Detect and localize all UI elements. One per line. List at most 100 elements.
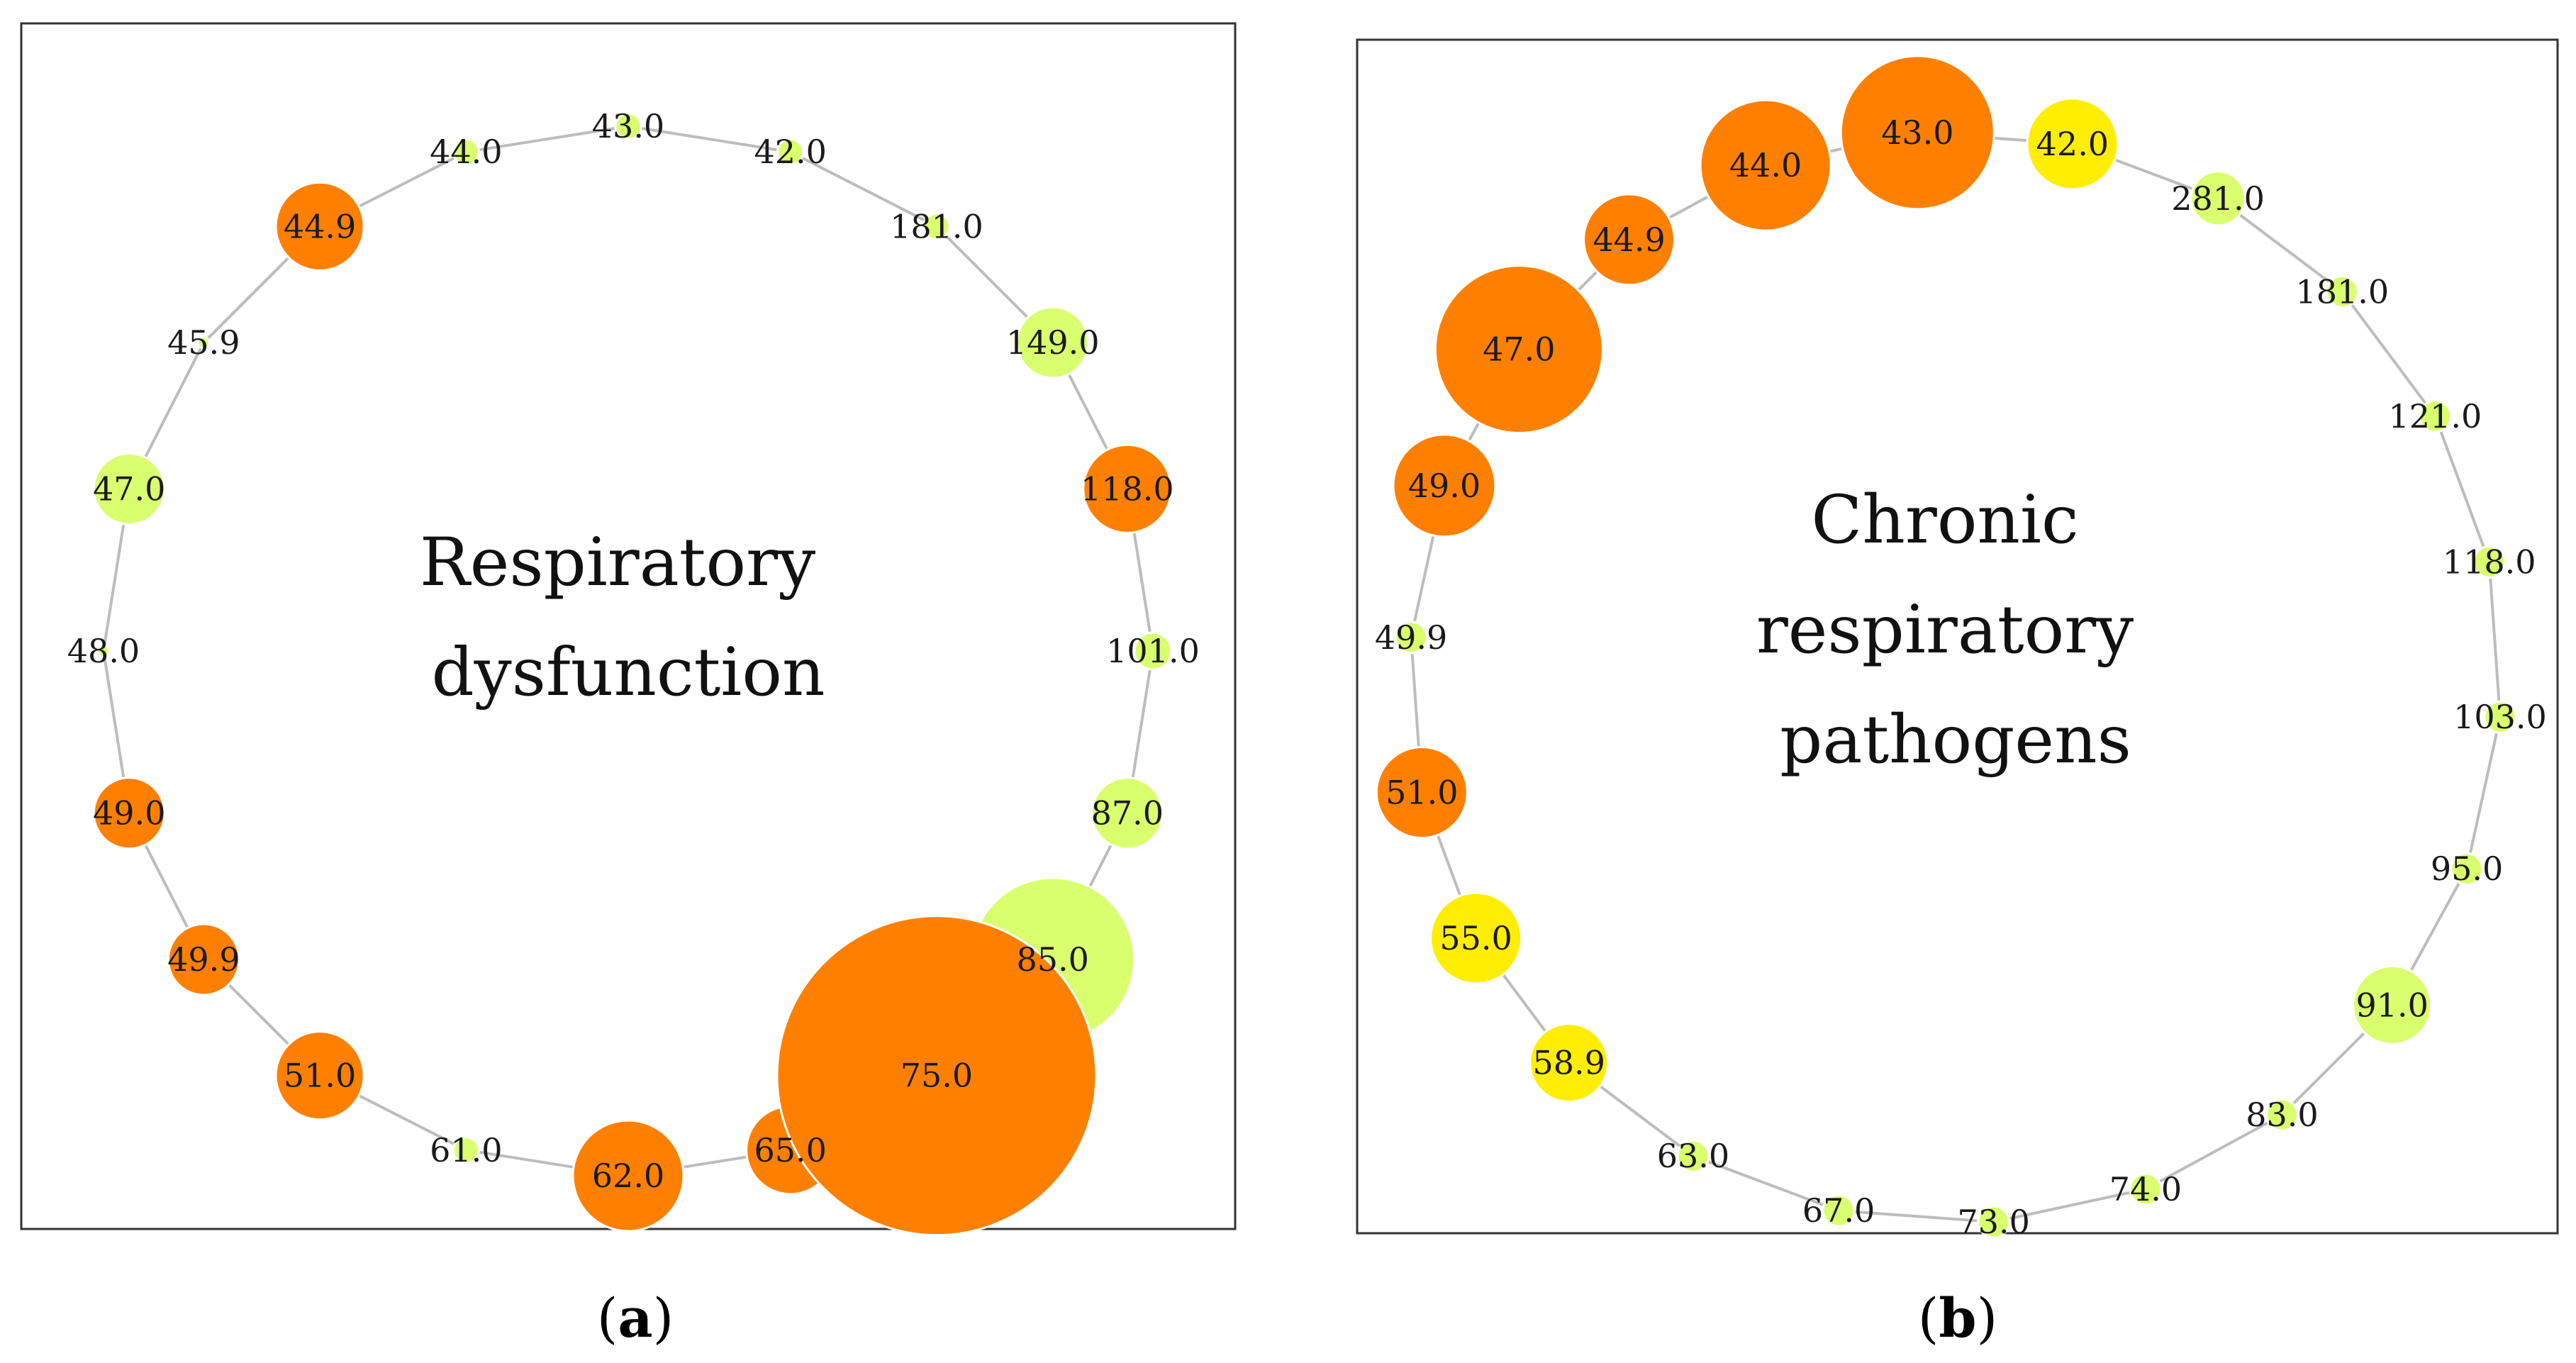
edge xyxy=(2144,1113,2283,1191)
node-label: 67.0 xyxy=(1802,1191,1875,1230)
node-label: 48.0 xyxy=(67,632,140,670)
node-label: 45.9 xyxy=(167,323,240,362)
edge xyxy=(2487,562,2502,718)
node-a-49-0 xyxy=(92,777,166,850)
node-b-44-0 xyxy=(1699,99,1832,232)
node-b-74-0 xyxy=(2129,1172,2163,1206)
node-label: 149.0 xyxy=(1006,323,1100,362)
node-a-62-0 xyxy=(571,1119,685,1233)
node-b-58-9 xyxy=(1529,1023,1610,1103)
node-b-103-0 xyxy=(2483,700,2517,734)
edge xyxy=(2341,291,2437,418)
node-b-42-0 xyxy=(2026,97,2119,191)
node-b-118-0 xyxy=(2472,545,2507,579)
edge xyxy=(2433,416,2491,563)
node-b-83-0 xyxy=(2265,1098,2299,1132)
node-b-63-0 xyxy=(1676,1139,1710,1173)
node-label: 49.0 xyxy=(93,794,165,833)
node-label: 51.0 xyxy=(1385,773,1458,811)
node-label: 51.0 xyxy=(284,1057,356,1095)
node-label: 58.9 xyxy=(1532,1044,1605,1082)
node-label: 49.9 xyxy=(1375,618,1447,657)
panel-a-title-line-1: Respiratory xyxy=(420,524,815,601)
node-label: 65.0 xyxy=(754,1131,826,1169)
node-b-49-9 xyxy=(1394,621,1428,655)
node-label: 95.0 xyxy=(2431,850,2503,888)
node-label: 121.0 xyxy=(2389,397,2482,435)
panel-b: 43.0 42.0 281.0 181.0 121.0 118.0 103.0 95.0 91.… xyxy=(1356,38,2559,1350)
node-label: 83.0 xyxy=(2246,1096,2318,1134)
node-label: 85.0 xyxy=(1016,940,1088,979)
node-label: 118.0 xyxy=(2443,543,2536,582)
panel-b-title-line-2: respiratory xyxy=(1756,591,2134,669)
panel-a-nodes: 43.0 42.0 181.0 149.0 118.0 101.0 87.0 85.0 75.0… xyxy=(67,107,1200,1237)
node-a-75-0 xyxy=(776,915,1098,1237)
panel-b-caption: (b) xyxy=(1918,1286,1997,1350)
node-a-49-9 xyxy=(167,923,240,996)
node-label: 75.0 xyxy=(901,1057,973,1095)
node-a-87-0 xyxy=(1091,777,1164,850)
panel-a-title-line-2: dysfunction xyxy=(431,634,825,711)
node-b-43-0 xyxy=(1839,55,1995,211)
node-b-49-0 xyxy=(1392,433,1497,538)
node-label: 281.0 xyxy=(2171,179,2265,218)
node-a-43-0 xyxy=(614,112,642,140)
node-b-73-0 xyxy=(1977,1205,2011,1239)
edge xyxy=(466,125,629,154)
panel-b-title-line-3: pathogens xyxy=(1780,701,2131,779)
node-b-44-9 xyxy=(1583,193,1676,286)
edge xyxy=(2465,716,2502,869)
node-label: 49.9 xyxy=(167,940,240,979)
node-b-47-0 xyxy=(1434,265,1604,435)
node-label: 63.0 xyxy=(1657,1137,1729,1175)
node-label: 55.0 xyxy=(1439,919,1512,957)
node-label: 44.0 xyxy=(430,133,502,171)
node-b-51-0 xyxy=(1375,745,1468,839)
node-label: 73.0 xyxy=(1958,1203,2030,1241)
node-a-47-0 xyxy=(92,452,166,525)
panel-a-title: Respiratory dysfunction xyxy=(420,524,837,711)
node-label: 42.0 xyxy=(2036,125,2109,163)
edge xyxy=(1693,1155,1839,1213)
node-b-55-0 xyxy=(1429,891,1523,985)
node-b-181-0 xyxy=(2325,274,2359,308)
node-a-48-0 xyxy=(96,644,111,658)
edge xyxy=(1838,1209,1994,1224)
node-b-281-0 xyxy=(2190,170,2246,227)
node-label: 44.0 xyxy=(1729,146,1802,184)
node-label: 181.0 xyxy=(2295,272,2389,311)
node-label: 43.0 xyxy=(1881,113,1953,152)
panel-a: 43.0 42.0 181.0 149.0 118.0 101.0 87.0 85.0 75.0… xyxy=(20,22,1237,1350)
node-label: 44.9 xyxy=(1593,221,1665,259)
node-label: 118.0 xyxy=(1081,469,1174,508)
node-label: 91.0 xyxy=(2355,986,2428,1024)
node-a-61-0 xyxy=(452,1136,480,1164)
node-b-67-0 xyxy=(1822,1194,1856,1228)
node-label: 74.0 xyxy=(2109,1170,2182,1208)
node-label: 43.0 xyxy=(592,107,664,145)
edge xyxy=(1993,1187,2146,1224)
node-a-51-0 xyxy=(274,1030,365,1121)
node-label: 103.0 xyxy=(2453,698,2547,736)
node-a-44-0 xyxy=(452,138,480,166)
node-label: 47.0 xyxy=(1483,330,1555,369)
node-label: 42.0 xyxy=(754,133,826,171)
node-label: 47.0 xyxy=(93,469,165,508)
node-a-45-9 xyxy=(196,335,211,350)
edge xyxy=(628,125,791,154)
node-label: 44.9 xyxy=(284,207,356,245)
node-label: 87.0 xyxy=(1091,794,1164,833)
node-b-121-0 xyxy=(2418,399,2452,433)
node-a-44-9 xyxy=(274,181,365,272)
node-a-118-0 xyxy=(1082,443,1173,534)
node-b-95-0 xyxy=(2450,852,2484,886)
node-label: 62.0 xyxy=(592,1157,664,1195)
node-label: 49.0 xyxy=(1408,467,1481,505)
edge xyxy=(789,150,937,228)
node-a-101-0 xyxy=(1133,631,1173,671)
node-a-181-0 xyxy=(922,212,951,240)
node-label: 101.0 xyxy=(1106,632,1200,670)
node-b-91-0 xyxy=(2352,964,2433,1045)
panel-b-title: Chronic respiratory pathogens xyxy=(1756,482,2155,779)
